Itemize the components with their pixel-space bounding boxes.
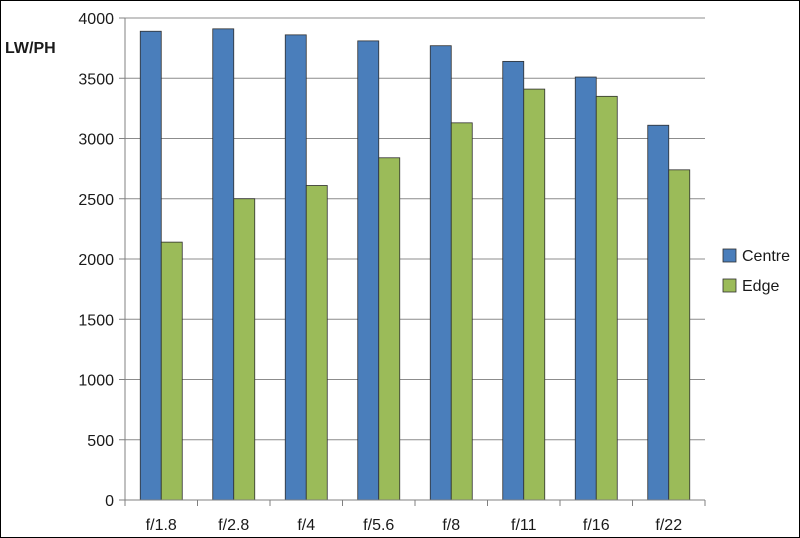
- y-tick-label: 1000: [78, 373, 114, 390]
- bar-centre-f-22: [647, 124, 670, 501]
- bar-edge-f-2-8: [233, 198, 256, 501]
- y-tick-label: 2500: [78, 192, 114, 209]
- bar-centre-f-5-6: [357, 40, 380, 501]
- bar-edge-f-1-8: [160, 241, 183, 501]
- bar-centre-f-2-8: [212, 28, 235, 501]
- legend-swatch-centre: [722, 248, 737, 263]
- x-tick-label: f/2.8: [218, 517, 249, 534]
- x-axis-ticks: f/1.8 f/2.8 f/4 f/5.6 f/8 f/11 f/16 f/22: [124, 500, 706, 534]
- x-tick-label: f/4: [297, 517, 315, 534]
- y-tick-label: 1500: [78, 312, 114, 329]
- x-tick-label: f/16: [583, 517, 610, 534]
- y-tick-label: 500: [87, 433, 114, 450]
- bar-centre-f-11: [502, 60, 525, 501]
- bars: [139, 28, 691, 501]
- y-tick-label: 0: [105, 493, 114, 510]
- bar-edge-f-16: [595, 95, 618, 501]
- bar-edge-f-22: [668, 169, 691, 501]
- y-tick-label: 2000: [78, 252, 114, 269]
- x-tick-label: f/8: [442, 517, 460, 534]
- bar-centre-f-8: [429, 45, 452, 501]
- y-tick-label: 3000: [78, 132, 114, 149]
- legend: Centre Edge: [722, 248, 790, 295]
- x-tick-label: f/22: [655, 517, 682, 534]
- gridlines: [125, 17, 705, 441]
- bar-centre-f-4: [284, 34, 307, 501]
- bar-edge-f-8: [450, 122, 473, 501]
- legend-label-edge: Edge: [742, 278, 779, 295]
- y-axis-ticks: 0 500 1000 1500 2000 2500 3000 3500 4000: [78, 11, 125, 510]
- legend-label-centre: Centre: [742, 248, 790, 265]
- bar-edge-f-4: [305, 185, 328, 501]
- bar-centre-f-16: [574, 76, 597, 501]
- bar-edge-f-5-6: [378, 157, 401, 501]
- x-tick-label: f/5.6: [363, 517, 394, 534]
- bar-centre-f-1-8: [139, 30, 162, 501]
- y-axis-label: LW/PH: [5, 40, 56, 57]
- legend-swatch-edge: [722, 278, 737, 293]
- x-tick-label: f/1.8: [146, 517, 177, 534]
- bar-edge-f-11: [523, 88, 546, 501]
- x-tick-label: f/11: [511, 517, 537, 534]
- y-tick-label: 4000: [78, 11, 114, 28]
- y-tick-label: 3500: [78, 71, 114, 88]
